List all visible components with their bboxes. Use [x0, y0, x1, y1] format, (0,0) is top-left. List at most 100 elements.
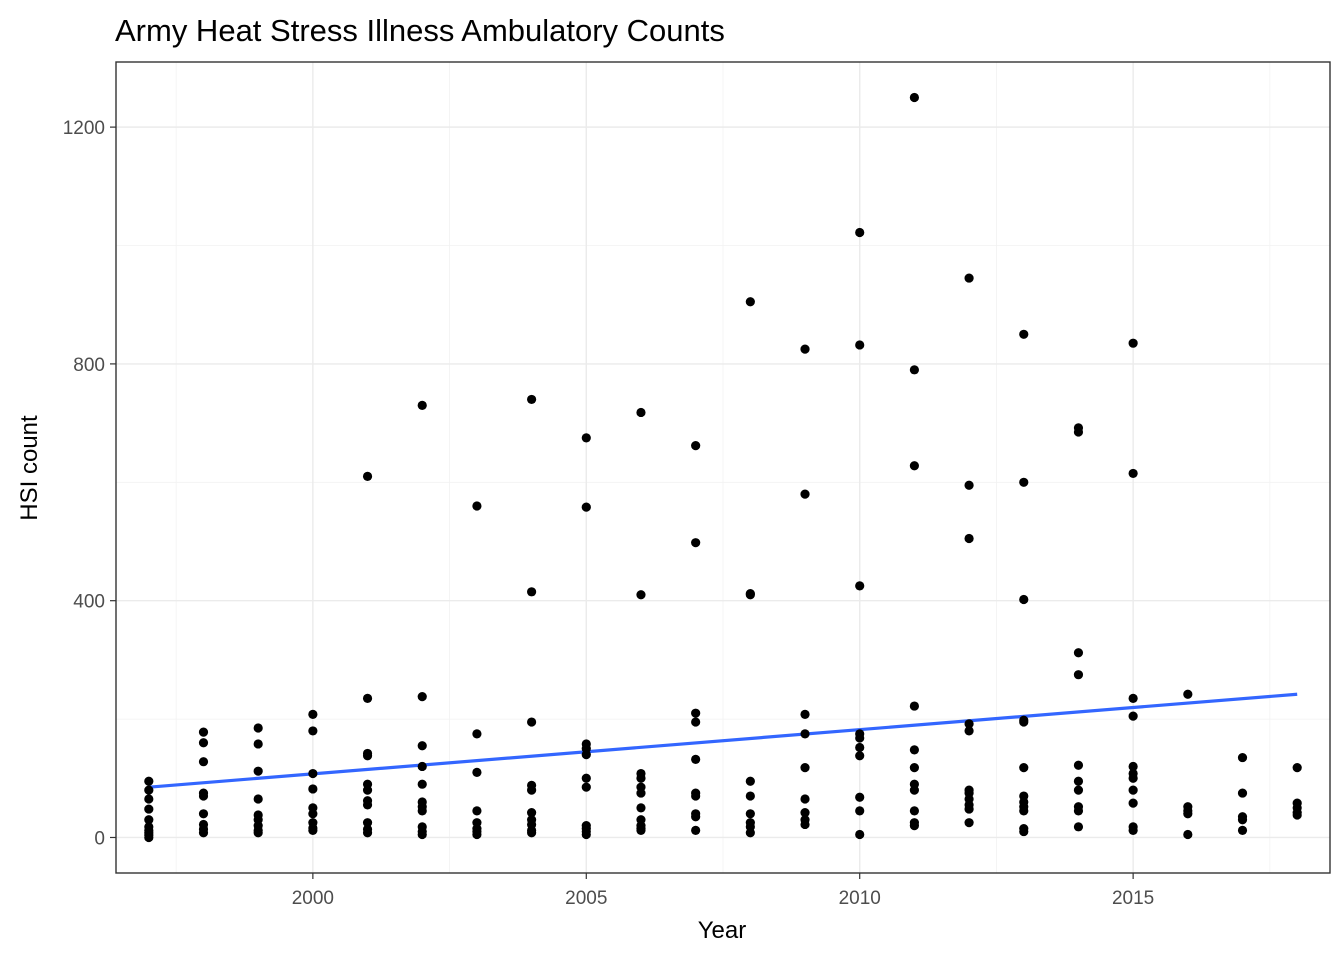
- data-point: [1128, 798, 1138, 808]
- data-point: [1019, 477, 1029, 487]
- data-point: [745, 828, 755, 838]
- x-tick-label: 2010: [839, 888, 881, 909]
- data-point: [1128, 338, 1138, 348]
- data-point: [1073, 648, 1084, 658]
- data-point: [198, 809, 209, 819]
- data-point: [855, 733, 865, 743]
- data-point: [1019, 826, 1029, 837]
- data-point: [144, 804, 154, 814]
- data-point: [1183, 829, 1193, 840]
- data-point: [1128, 785, 1138, 795]
- data-point: [1237, 815, 1248, 825]
- data-point: [964, 719, 974, 729]
- data-point: [691, 754, 701, 764]
- minor-gridlines: [116, 62, 1330, 873]
- data-point: [1128, 711, 1138, 721]
- data-point: [909, 806, 919, 816]
- data-point: [1183, 809, 1193, 819]
- data-point: [253, 739, 263, 749]
- data-point: [417, 829, 427, 840]
- x-axis-title: Year: [698, 917, 747, 944]
- data-point: [308, 726, 318, 736]
- data-point: [198, 757, 209, 767]
- data-point: [144, 832, 154, 843]
- y-tick-label: 0: [94, 828, 105, 849]
- data-point: [527, 717, 537, 727]
- data-point: [308, 709, 318, 719]
- data-point: [581, 829, 591, 840]
- data-point: [253, 828, 263, 838]
- data-point: [909, 701, 919, 711]
- data-point: [855, 829, 865, 840]
- data-point: [800, 344, 810, 354]
- data-point: [800, 489, 810, 499]
- data-point: [745, 590, 755, 600]
- data-point: [1292, 763, 1302, 773]
- data-point: [964, 480, 974, 490]
- data-point: [1073, 822, 1084, 832]
- data-point: [800, 794, 810, 804]
- data-point: [909, 745, 919, 755]
- data-point: [1019, 806, 1029, 816]
- data-point: [636, 590, 646, 600]
- x-tick-label: 2005: [565, 888, 607, 909]
- data-point: [527, 587, 537, 597]
- data-point: [964, 804, 974, 814]
- data-point: [472, 501, 482, 511]
- data-point: [527, 828, 537, 838]
- data-point: [909, 763, 919, 773]
- data-point: [691, 717, 701, 727]
- data-point: [1073, 427, 1084, 437]
- data-point: [198, 791, 209, 801]
- data-point: [1019, 763, 1029, 773]
- data-point: [417, 779, 427, 789]
- data-point: [800, 729, 810, 739]
- data-point: [1073, 760, 1084, 770]
- data-point: [800, 709, 810, 719]
- panel-border: [115, 61, 1331, 874]
- data-point: [1237, 752, 1248, 763]
- data-point: [745, 776, 755, 786]
- data-point: [636, 407, 646, 418]
- data-point: [691, 825, 701, 835]
- data-point: [472, 829, 482, 840]
- data-point: [855, 751, 865, 761]
- data-point: [691, 440, 701, 451]
- data-point: [198, 738, 209, 748]
- data-point: [253, 794, 263, 804]
- major-gridlines: [116, 62, 1330, 873]
- trend-line-layer: [148, 692, 1298, 789]
- data-point: [253, 766, 263, 776]
- data-point: [855, 742, 865, 753]
- data-point: [909, 821, 919, 831]
- data-point: [909, 92, 919, 103]
- y-tick-label: 1200: [63, 118, 105, 139]
- data-point: [527, 808, 537, 818]
- data-point: [417, 741, 427, 751]
- data-point: [1183, 689, 1193, 699]
- data-point: [1128, 761, 1138, 772]
- data-point: [691, 708, 701, 718]
- data-point: [855, 792, 865, 802]
- data-point: [855, 581, 865, 591]
- data-point: [691, 791, 701, 801]
- data-point: [362, 751, 373, 761]
- data-point: [909, 785, 919, 795]
- data-point: [855, 340, 865, 350]
- data-point: [308, 784, 318, 794]
- data-point: [144, 776, 154, 786]
- data-point: [909, 461, 919, 471]
- data-point: [691, 538, 701, 548]
- trend-line: [148, 692, 1298, 789]
- data-point: [581, 433, 591, 443]
- y-axis-title: HSI count: [16, 415, 43, 521]
- data-point: [636, 773, 646, 783]
- data-point: [964, 726, 974, 736]
- data-point: [745, 297, 755, 307]
- x-axis-ticks: 2000 2005 2010 2015: [292, 873, 1154, 909]
- data-point: [581, 782, 591, 792]
- y-tick-label: 400: [73, 592, 105, 613]
- data-point: [855, 806, 865, 816]
- data-point: [964, 818, 974, 828]
- data-point: [527, 785, 537, 795]
